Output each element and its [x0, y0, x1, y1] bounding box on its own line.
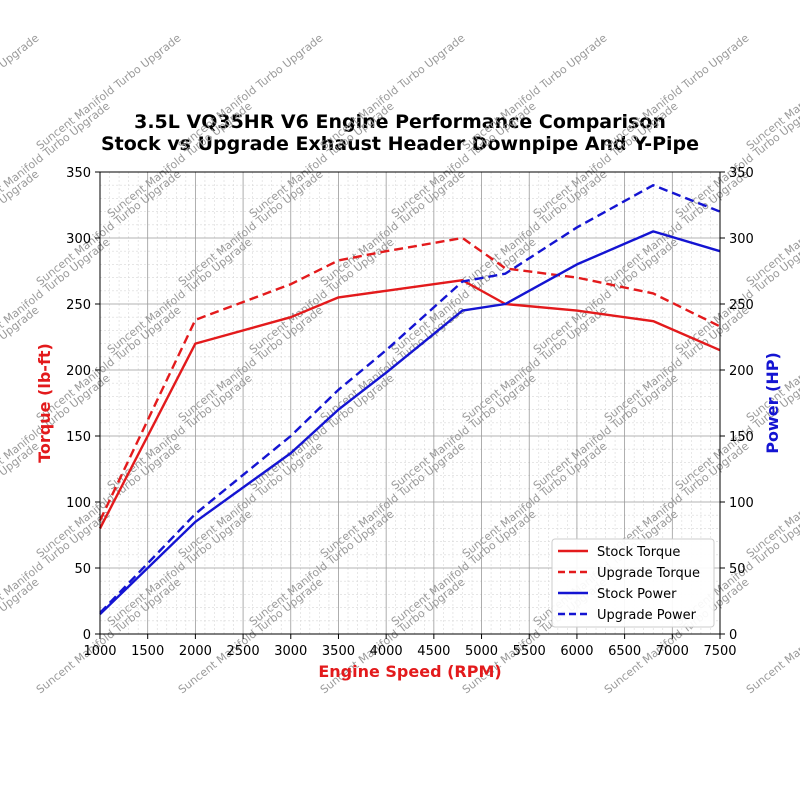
- y-right-tick-label: 250: [729, 298, 754, 313]
- y-right-tick-label: 200: [729, 364, 754, 379]
- x-tick-label: 6500: [608, 644, 641, 659]
- x-tick-label: 1500: [131, 644, 164, 659]
- x-tick-label: 4000: [370, 644, 403, 659]
- y-left-tick-label: 250: [66, 298, 91, 313]
- x-axis-label: Engine Speed (RPM): [318, 662, 501, 681]
- y-left-tick-label: 200: [66, 364, 91, 379]
- series-line-stock-power: [99, 230, 721, 616]
- series-line-stock-torque: [98, 279, 721, 529]
- x-tick-label: 7000: [656, 644, 689, 659]
- y-left-tick-label: 150: [66, 430, 91, 445]
- tick-layer: 1000 1500 2000 2500 3000 3500 4000 4500 5000 5500…: [66, 166, 754, 659]
- x-tick-label: 5000: [465, 644, 498, 659]
- x-tick-label: 2000: [179, 644, 212, 659]
- y-right-tick-label: 300: [729, 232, 754, 247]
- y-right-tick-label: 100: [729, 496, 754, 511]
- x-tick-label: 5500: [513, 644, 546, 659]
- y-left-tick-label: 300: [66, 232, 91, 247]
- legend-box: [551, 538, 715, 628]
- x-tick-label: 3000: [274, 644, 307, 659]
- series-line-upgrade-torque: [98, 236, 721, 521]
- y-left-tick-label: 100: [66, 496, 91, 511]
- x-tick-label: 1000: [83, 644, 116, 659]
- y-left-tick-label: 350: [66, 166, 91, 181]
- y-axis-left-label: Torque (lb-ft): [35, 343, 54, 463]
- chart-title: 3.5L VQ35HR V6 Engine Performance Compar…: [134, 111, 666, 133]
- x-tick-label: 7500: [703, 644, 736, 659]
- x-tick-label: 3500: [322, 644, 355, 659]
- x-tick-label: 4500: [417, 644, 450, 659]
- chart-subtitle: Stock vs Upgrade Exhaust Header Downpipe…: [101, 133, 699, 155]
- y-right-tick-label: 50: [729, 562, 746, 577]
- series-line-upgrade-power: [99, 183, 721, 614]
- legend-entry-label: Upgrade Power: [597, 608, 697, 623]
- legend-entry-label: Stock Torque: [597, 545, 680, 560]
- legend-entry-label: Stock Power: [597, 587, 677, 602]
- x-tick-label: 2500: [227, 644, 260, 659]
- y-left-tick-label: 0: [83, 628, 91, 643]
- x-tick-label: 6000: [560, 644, 593, 659]
- plot-frame: [99, 171, 721, 635]
- y-left-tick-label: 50: [74, 562, 91, 577]
- y-right-tick-label: 0: [729, 628, 737, 643]
- y-axis-right-label: Power (HP): [763, 352, 782, 454]
- y-right-tick-label: 350: [729, 166, 754, 181]
- series-layer: [98, 183, 721, 616]
- legend-entry-label: Upgrade Torque: [597, 566, 700, 581]
- legend: Stock Torque Upgrade Torque Stock Power Upg…: [551, 538, 715, 628]
- y-right-tick-label: 150: [729, 430, 754, 445]
